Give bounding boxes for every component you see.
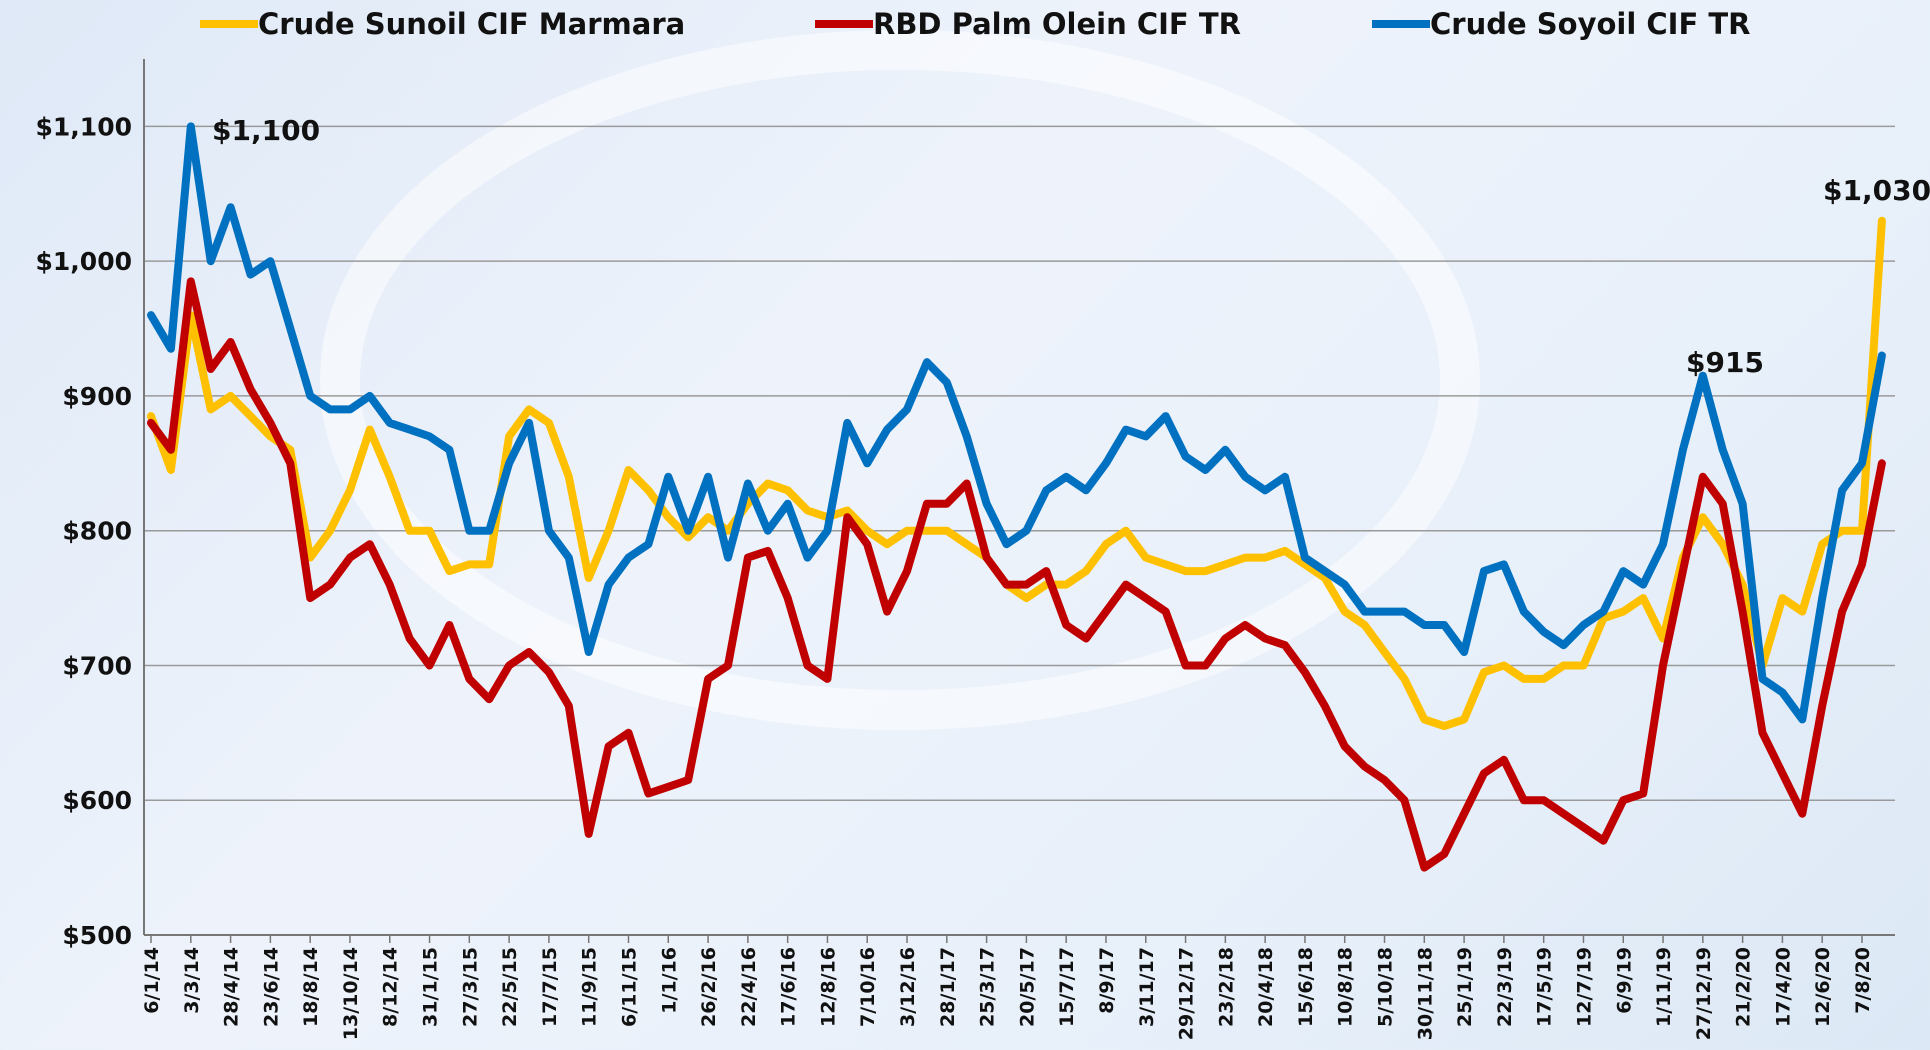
x-tick-label: 7/10/16 — [857, 947, 879, 1027]
series-line — [147, 277, 1886, 872]
x-tick-label: 23/2/18 — [1215, 947, 1237, 1027]
x-tick-label: 28/1/17 — [937, 947, 959, 1027]
x-tick-label: 7/8/20 — [1852, 947, 1874, 1014]
x-tick-label: 26/2/16 — [698, 947, 720, 1027]
x-tick-label: 12/6/20 — [1812, 947, 1834, 1027]
y-tick-label: $600 — [62, 786, 132, 815]
y-tick-label: $800 — [62, 517, 132, 546]
x-tick-label: 27/3/15 — [459, 947, 481, 1027]
series-line — [147, 122, 1886, 724]
x-tick-label: 22/3/19 — [1494, 947, 1516, 1027]
x-tick-label: 1/1/16 — [658, 947, 680, 1014]
x-tick-label: 28/4/14 — [221, 947, 243, 1027]
x-tick-label: 3/11/17 — [1136, 947, 1158, 1027]
x-tick-label: 22/4/16 — [738, 947, 760, 1027]
x-tick-label: 25/1/19 — [1454, 947, 1476, 1027]
x-tick-label: 12/8/16 — [817, 947, 839, 1027]
y-tick-label: $1,100 — [36, 112, 132, 141]
annotation: $1,100 — [212, 114, 320, 147]
y-tick-label: $500 — [62, 921, 132, 950]
x-tick-label: 21/2/20 — [1733, 947, 1755, 1027]
x-tick-label: 6/9/19 — [1613, 947, 1635, 1014]
x-tick-label: 20/4/18 — [1255, 947, 1277, 1027]
x-tick-label: 15/7/17 — [1056, 947, 1078, 1027]
x-tick-label: 30/11/18 — [1414, 947, 1436, 1040]
x-tick-label: 13/10/14 — [340, 947, 362, 1040]
x-tick-label: 5/10/18 — [1375, 947, 1397, 1027]
x-tick-label: 22/5/15 — [499, 947, 521, 1027]
x-tick-label: 17/7/15 — [539, 947, 561, 1027]
x-tick-label: 31/1/15 — [420, 947, 442, 1027]
background-swirl — [320, 30, 1480, 730]
x-tick-label: 17/6/16 — [778, 947, 800, 1027]
x-tick-label: 10/8/18 — [1335, 947, 1357, 1027]
x-tick-label: 17/5/19 — [1534, 947, 1556, 1027]
x-tick-label: 3/3/14 — [181, 947, 203, 1014]
x-tick-label: 29/12/17 — [1176, 947, 1198, 1040]
x-tick-label: 25/3/17 — [977, 947, 999, 1027]
x-tick-label: 1/11/19 — [1653, 947, 1675, 1027]
x-tick-label: 20/5/17 — [1016, 947, 1038, 1027]
legend-label: RBD Palm Olein CIF TR — [873, 7, 1241, 41]
y-tick-label: $1,000 — [36, 247, 132, 276]
legend-label: Crude Sunoil CIF Marmara — [258, 7, 685, 41]
x-tick-label: 3/12/16 — [897, 947, 919, 1027]
x-tick-label: 17/4/20 — [1772, 947, 1794, 1027]
series-line — [147, 216, 1886, 731]
annotation: $1,030 — [1823, 174, 1930, 207]
x-tick-label: 6/11/15 — [618, 947, 640, 1027]
x-tick-label: 6/1/14 — [141, 947, 163, 1014]
x-tick-label: 23/6/14 — [260, 947, 282, 1027]
legend-label: Crude Soyoil CIF TR — [1430, 7, 1750, 41]
x-tick-label: 18/8/14 — [300, 947, 322, 1027]
y-tick-label: $700 — [62, 651, 132, 680]
x-tick-label: 12/7/19 — [1573, 947, 1595, 1027]
x-tick-label: 15/6/18 — [1295, 947, 1317, 1027]
x-tick-label: 8/12/14 — [380, 947, 402, 1027]
y-tick-label: $900 — [62, 382, 132, 411]
annotation: $915 — [1686, 346, 1764, 379]
x-tick-label: 8/9/17 — [1096, 947, 1118, 1014]
x-tick-label: 11/9/15 — [579, 947, 601, 1027]
x-tick-label: 27/12/19 — [1693, 947, 1715, 1040]
